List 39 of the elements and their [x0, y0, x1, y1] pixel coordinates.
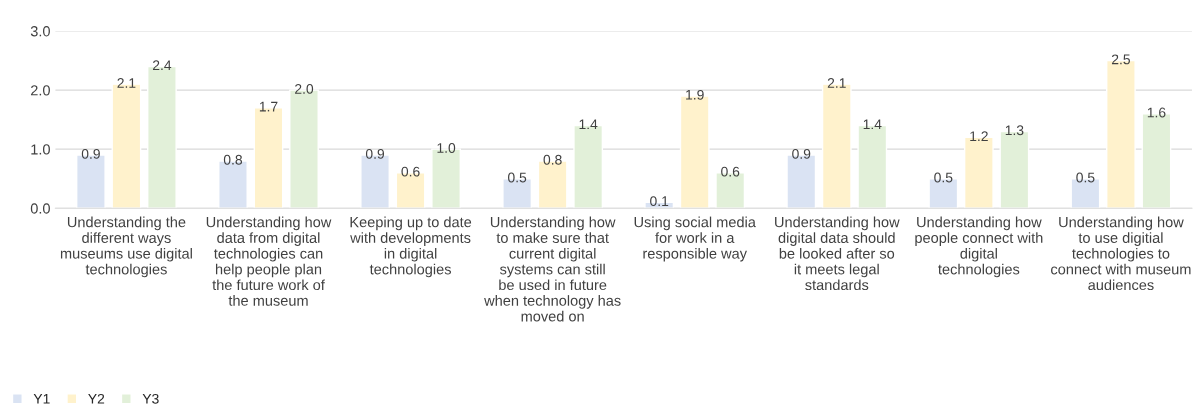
y-tick-label: 0.0	[30, 203, 50, 214]
data-label: 2.1	[117, 78, 136, 88]
x-tick-label: Understanding how people connect with digital technologies	[915, 216, 1043, 278]
x-tick-label: Understanding how to use digitial technologies to connect with museum audiences	[1051, 216, 1191, 291]
data-label: 0.8	[543, 154, 562, 165]
data-label: 0.8	[223, 154, 243, 165]
data-label: 0.1	[650, 196, 669, 207]
legend-label: Y2	[88, 393, 105, 404]
data-label: 0.6	[401, 166, 420, 177]
x-tick-label: Understanding how digital data should be looked after so it meets legal standards	[775, 216, 900, 291]
x-tick-label: Using social media for work in a responsible way	[634, 216, 756, 262]
data-label: 0.9	[792, 148, 811, 159]
y-tick-label: 3.0	[30, 26, 50, 37]
x-tick-label: Understanding how to make sure that current digital systems can still be used in future when technology has moved on	[484, 216, 621, 322]
data-label: 2.1	[827, 78, 846, 88]
data-label: 2.5	[1111, 54, 1130, 65]
legend-label: Y1	[33, 394, 50, 404]
x-tick-label: Keeping up to date with developments in digital technologies	[350, 216, 472, 278]
data-label: 1.9	[686, 89, 704, 100]
data-label: 2.0	[295, 83, 314, 94]
data-label: 1.7	[259, 101, 278, 112]
data-label: 1.4	[579, 119, 598, 130]
data-label: 1.4	[863, 119, 882, 130]
legend-label: Y3	[142, 393, 159, 404]
data-label: 1.2	[970, 131, 988, 141]
data-label: 2.4	[152, 60, 172, 71]
data-label: 0.6	[721, 166, 740, 177]
x-tick-label: Understanding how data from digital technologies can help people plan the future work of the museum	[206, 216, 332, 306]
data-label: 1.6	[1147, 107, 1166, 118]
data-label: 1.3	[1005, 125, 1024, 136]
y-tick-label: 2.0	[30, 85, 50, 96]
data-label: 0.5	[1076, 172, 1095, 183]
data-label: 1.0	[437, 143, 456, 153]
x-tick-label: Understanding the different ways museums use digital technologies	[60, 216, 192, 278]
data-label: 0.9	[365, 148, 385, 159]
data-label: 0.5	[934, 172, 953, 183]
data-label: 0.5	[508, 172, 527, 183]
data-label: 0.9	[81, 148, 100, 159]
y-tick-label: 1.0	[31, 144, 50, 155]
